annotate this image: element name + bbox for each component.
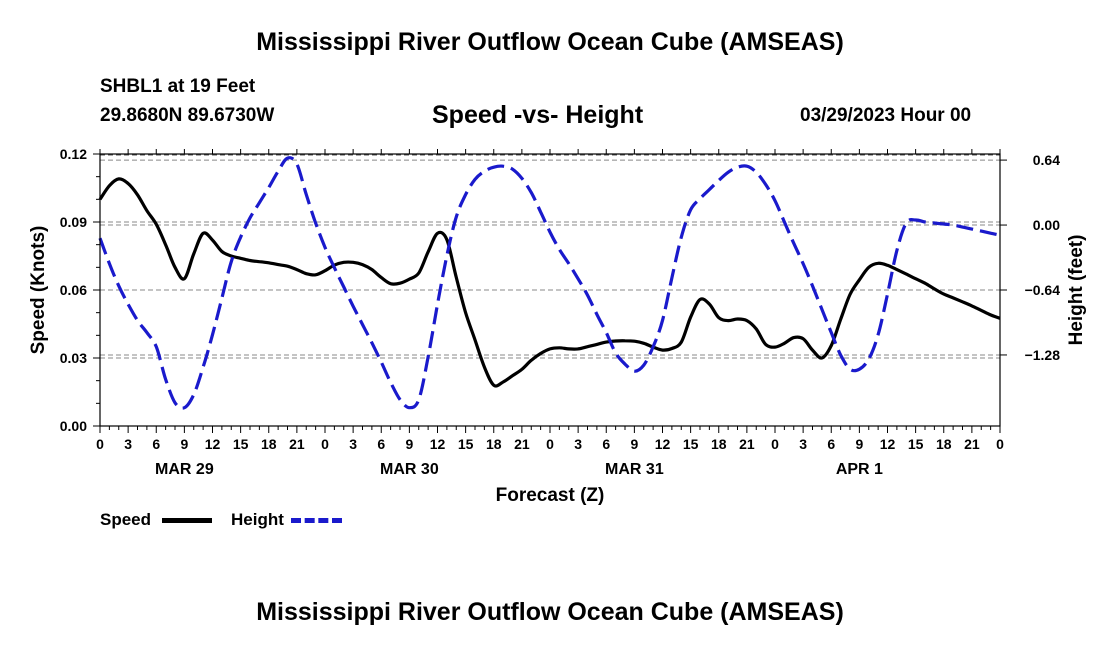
tick-label-x: 6 [152,436,160,452]
tick-label-x: 3 [574,436,582,452]
day-label: MAR 31 [605,461,664,478]
legend-height-swatch [291,518,342,523]
tick-label-x: 15 [908,436,924,452]
station-label: SHBL1 at 19 Feet [100,76,256,97]
tick-label-x: 3 [124,436,132,452]
series-line-speed [98,177,1001,388]
day-label: MAR 29 [155,461,214,478]
tick-label-x: 21 [514,436,530,452]
tick-label-x: 0 [321,436,329,452]
tick-label-x: 21 [739,436,755,452]
grid-layer [100,154,1000,359]
tick-label-x: 12 [205,436,221,452]
footer-title: Mississippi River Outflow Ocean Cube (AM… [256,598,844,626]
tick-label-right-y: 0.64 [1033,152,1060,168]
tick-label-x: 9 [630,436,638,452]
tick-label-x: 15 [458,436,474,452]
tick-label-x: 9 [405,436,413,452]
station-coordinates: 29.8680N 89.6730W [100,105,275,126]
tick-label-right-y: −1.28 [1025,347,1061,363]
tick-label-x: 21 [964,436,980,452]
tick-label-left-y: 0.09 [60,214,87,230]
tick-label-left-y: 0.12 [60,146,87,162]
legend-speed-label: Speed [100,510,152,529]
tick-label-x: 6 [827,436,835,452]
tick-label-x: 18 [936,436,952,452]
chart-subtitle: Speed -vs- Height [432,101,644,129]
forecast-date: 03/29/2023 Hour 00 [800,105,972,126]
tick-label-x: 15 [233,436,249,452]
tick-label-x: 18 [711,436,727,452]
tick-label-x: 9 [180,436,188,452]
tick-label-right-y: 0.00 [1033,217,1060,233]
tick-label-x: 12 [655,436,671,452]
series-layer [98,156,1001,410]
tick-label-x: 21 [289,436,305,452]
ticks-layer [93,149,1007,433]
tick-label-x: 0 [996,436,1004,452]
tick-label-left-y: 0.06 [60,282,87,298]
tick-label-x: 3 [799,436,807,452]
tick-label-x: 3 [349,436,357,452]
series-line-height [98,156,1001,410]
chart-main-title: Mississippi River Outflow Ocean Cube (AM… [256,28,844,56]
tick-label-left-y: 0.03 [60,350,87,366]
tick-label-x: 0 [96,436,104,452]
tick-label-x: 12 [880,436,896,452]
tick-label-x: 12 [430,436,446,452]
y-axis-right-title: Height (feet) [1066,235,1087,346]
day-label: APR 1 [836,461,883,478]
tick-label-x: 15 [683,436,699,452]
day-label: MAR 30 [380,461,439,478]
tick-label-right-y: −0.64 [1025,282,1061,298]
tick-label-x: 18 [486,436,502,452]
x-axis-title: Forecast (Z) [496,485,605,506]
tick-label-x: 18 [261,436,277,452]
tick-label-left-y: 0.00 [60,418,87,434]
legend-speed-swatch [162,518,212,523]
tick-label-x: 6 [377,436,385,452]
y-axis-left-title: Speed (Knots) [28,226,49,355]
tick-label-x: 9 [855,436,863,452]
tick-label-x: 6 [602,436,610,452]
tick-label-x: 0 [771,436,779,452]
labels-layer: 0.00 0.03 0.06 0.09 0.12 0.64 0.00 −0.64 −1.28 0 3… [28,146,1087,506]
legend-height-label: Height [231,510,284,529]
tick-label-x: 0 [546,436,554,452]
